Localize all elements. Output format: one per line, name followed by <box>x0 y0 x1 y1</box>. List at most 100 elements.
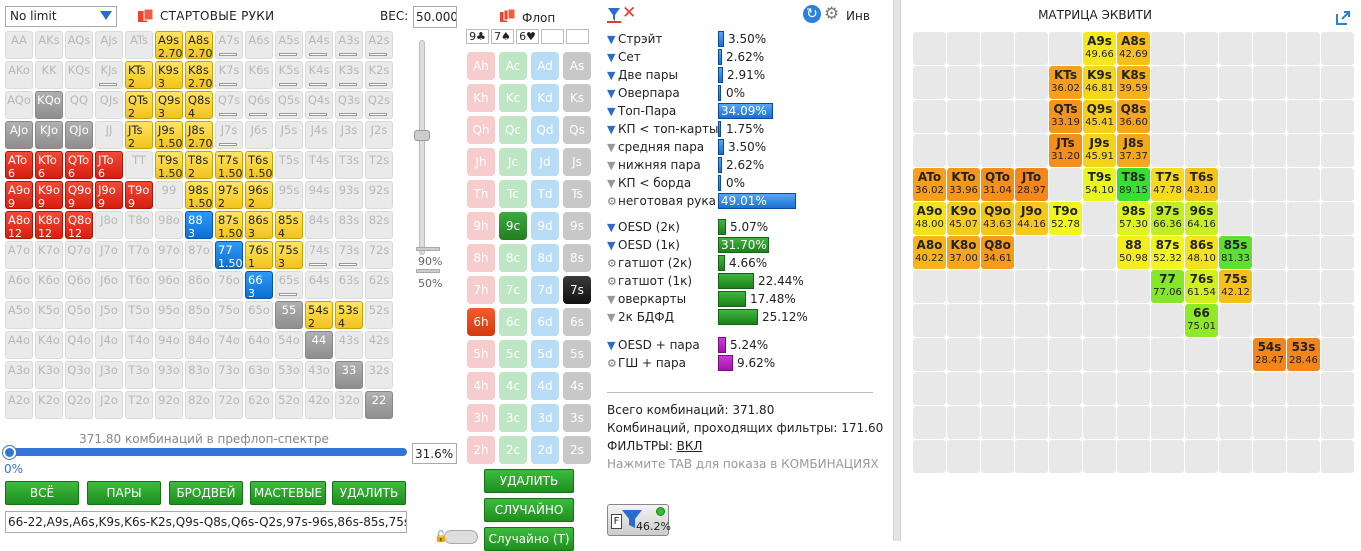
hand-cell-KJo[interactable]: KJo <box>35 121 63 149</box>
stat-row[interactable]: ⚙гатшот (1к) <box>607 272 692 290</box>
hand-cell-A3s[interactable]: A3s <box>335 31 363 59</box>
equity-cell-empty[interactable] <box>947 372 980 405</box>
stat-row[interactable]: ▼ OESD (1к) <box>607 236 680 254</box>
equity-cell-empty[interactable] <box>1151 32 1184 65</box>
gear-icon[interactable]: ⚙ <box>607 257 617 270</box>
card-9s[interactable]: 9s <box>563 212 591 240</box>
hand-cell-82s[interactable]: 82s <box>365 211 393 239</box>
hand-cell-95o[interactable]: 95o <box>155 301 183 329</box>
equity-cell-empty[interactable] <box>1253 406 1286 439</box>
hand-cell-83o[interactable]: 83o <box>185 361 213 389</box>
equity-cell-empty[interactable] <box>1321 304 1354 337</box>
equity-cell-empty[interactable] <box>1151 372 1184 405</box>
equity-cell-empty[interactable] <box>1015 236 1048 269</box>
equity-cell-empty[interactable] <box>1015 100 1048 133</box>
equity-cell-empty[interactable] <box>1049 304 1082 337</box>
equity-cell-empty[interactable] <box>947 66 980 99</box>
equity-cell-empty[interactable] <box>1015 372 1048 405</box>
equity-cell-A9s[interactable]: A9s 49.66 <box>1083 32 1116 65</box>
hand-cell-T6s[interactable]: T6s 1.50 <box>245 151 273 179</box>
filters-toggle-link[interactable]: ВКЛ <box>676 439 703 453</box>
hand-cell-96s[interactable]: 96s 2 <box>245 181 273 209</box>
equity-cell-empty[interactable] <box>1287 32 1320 65</box>
hand-cell-T5o[interactable]: T5o <box>125 301 153 329</box>
hand-cell-Q7s[interactable]: Q7s <box>215 91 243 119</box>
stat-row[interactable]: ▼ средняя пара <box>607 138 704 156</box>
filter-icon[interactable]: ▼ <box>607 51 616 64</box>
card-5c[interactable]: 5c <box>499 340 527 368</box>
stat-row[interactable]: ▼ Топ-Пара <box>607 102 676 120</box>
stat-row[interactable]: ▼ нижняя пара <box>607 156 701 174</box>
card-Jd[interactable]: Jd <box>531 148 559 176</box>
hand-cell-A9o[interactable]: A9o 9 <box>5 181 33 209</box>
hand-cell-76o[interactable]: 76o <box>215 271 243 299</box>
equity-cell-empty[interactable] <box>947 440 980 473</box>
equity-cell-empty[interactable] <box>947 304 980 337</box>
equity-cell-77[interactable]: 77 77.06 <box>1151 270 1184 303</box>
filter-icon[interactable]: ▼ <box>607 239 616 252</box>
hand-cell-ATs[interactable]: ATs <box>125 31 153 59</box>
card-8h[interactable]: 8h <box>467 244 495 272</box>
equity-cell-88[interactable]: 88 50.98 <box>1117 236 1150 269</box>
equity-cell-empty[interactable] <box>1083 202 1116 235</box>
hand-cell-A5s[interactable]: A5s <box>275 31 303 59</box>
hand-cell-T2o[interactable]: T2o <box>125 391 153 419</box>
card-6s[interactable]: 6s <box>563 308 591 336</box>
hand-cell-KJs[interactable]: KJs <box>95 61 123 89</box>
filter-summary-button[interactable]: F 46.2% <box>607 504 671 536</box>
equity-cell-empty[interactable] <box>1015 440 1048 473</box>
hand-cell-J6s[interactable]: J6s <box>245 121 273 149</box>
equity-cell-empty[interactable] <box>1185 134 1218 167</box>
equity-cell-empty[interactable] <box>1083 338 1116 371</box>
suited-button[interactable]: МАСТЕВЫЕ <box>250 481 326 505</box>
hand-cell-42s[interactable]: 42s <box>365 331 393 359</box>
filter-icon[interactable]: ▼ <box>607 123 616 136</box>
filter-icon[interactable]: ▼ <box>607 339 616 352</box>
hand-cell-J9o[interactable]: J9o 9 <box>95 181 123 209</box>
equity-cell-empty[interactable] <box>1049 440 1082 473</box>
hand-cell-74o[interactable]: 74o <box>215 331 243 359</box>
card-As[interactable]: As <box>563 52 591 80</box>
stat-row[interactable]: ▼ Оверпара <box>607 84 680 102</box>
equity-cell-empty[interactable] <box>1015 338 1048 371</box>
weight-slider-track[interactable] <box>419 40 425 255</box>
equity-cell-J9o[interactable]: J9o 44.16 <box>1015 202 1048 235</box>
card-Tc[interactable]: Tc <box>499 180 527 208</box>
hand-cell-92o[interactable]: 92o <box>155 391 183 419</box>
card-Th[interactable]: Th <box>467 180 495 208</box>
equity-cell-empty[interactable] <box>1219 168 1252 201</box>
equity-cell-empty[interactable] <box>1321 236 1354 269</box>
hand-cell-85o[interactable]: 85o <box>185 301 213 329</box>
hand-cell-42o[interactable]: 42o <box>305 391 333 419</box>
hand-cell-AA[interactable]: AA <box>5 31 33 59</box>
equity-cell-empty[interactable] <box>1117 304 1150 337</box>
equity-cell-97s[interactable]: 97s 66.36 <box>1151 202 1184 235</box>
equity-cell-empty[interactable] <box>1287 406 1320 439</box>
equity-cell-empty[interactable] <box>1253 270 1286 303</box>
equity-cell-empty[interactable] <box>1185 100 1218 133</box>
equity-cell-empty[interactable] <box>1151 100 1184 133</box>
hand-cell-A6s[interactable]: A6s <box>245 31 273 59</box>
equity-cell-Q9s[interactable]: Q9s 45.41 <box>1083 100 1116 133</box>
hand-cell-QQ[interactable]: QQ <box>65 91 93 119</box>
hand-cell-73o[interactable]: 73o <box>215 361 243 389</box>
hand-cell-A8o[interactable]: A8o 12 <box>5 211 33 239</box>
card-9h[interactable]: 9h <box>467 212 495 240</box>
hand-cell-32o[interactable]: 32o <box>335 391 363 419</box>
card-Qc[interactable]: Qc <box>499 116 527 144</box>
hand-cell-J3s[interactable]: J3s <box>335 121 363 149</box>
hand-cell-T7o[interactable]: T7o <box>125 241 153 269</box>
hand-cell-Q4o[interactable]: Q4o <box>65 331 93 359</box>
filter-icon[interactable]: ▼ <box>607 87 616 100</box>
gear-icon[interactable]: ⚙ <box>607 357 617 370</box>
filter-icon[interactable]: ▼ <box>607 293 616 306</box>
hand-cell-52s[interactable]: 52s <box>365 301 393 329</box>
flop-slot[interactable]: 6♥ <box>516 29 539 44</box>
hand-cell-K6o[interactable]: K6o <box>35 271 63 299</box>
equity-cell-empty[interactable] <box>1083 440 1116 473</box>
equity-cell-empty[interactable] <box>1253 134 1286 167</box>
hand-cell-J8s[interactable]: J8s 2.70 <box>185 121 213 149</box>
card-Ts[interactable]: Ts <box>563 180 591 208</box>
equity-cell-A8o[interactable]: A8o 40.22 <box>913 236 946 269</box>
equity-cell-empty[interactable] <box>913 338 946 371</box>
